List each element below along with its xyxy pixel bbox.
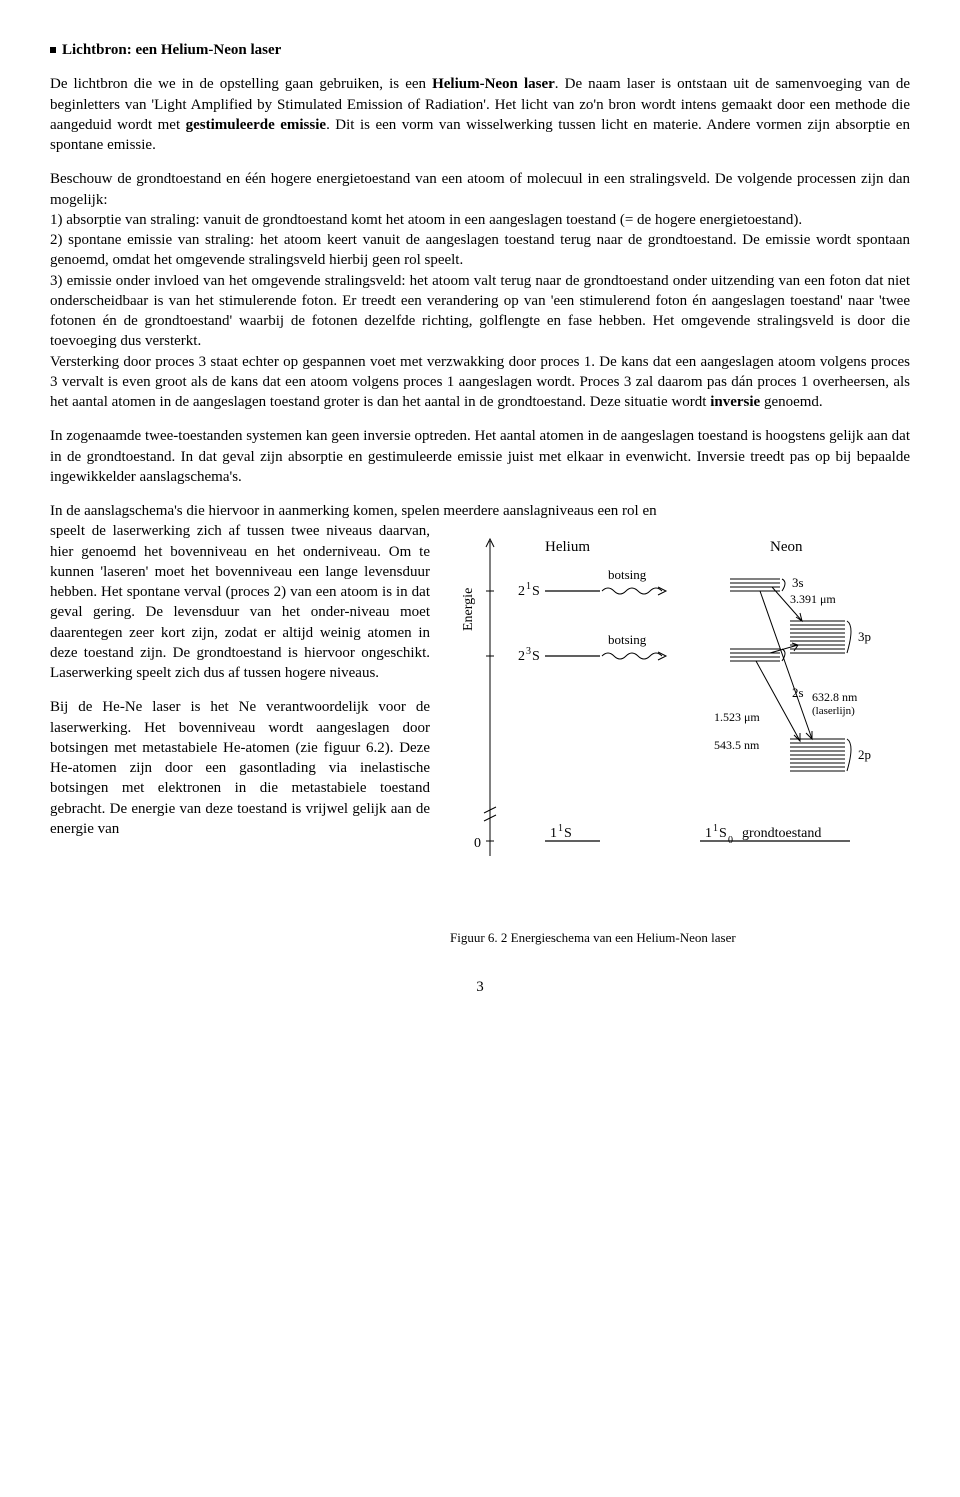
left-para-1: speelt de laserwerking zich af tussen tw… <box>50 521 430 683</box>
right-column: Energie 0 Helium Neon 2 1 S 2 3 <box>450 521 910 947</box>
p1-bold2: gestimuleerde emissie <box>186 117 326 133</box>
paragraph-5: 3) emissie onder invloed van het omgeven… <box>50 271 910 352</box>
svg-text:0: 0 <box>728 835 733 846</box>
svg-text:1: 1 <box>705 826 712 841</box>
section-title: Lichtbron: een Helium-Neon laser <box>50 40 910 60</box>
paragraph-2: Beschouw de grondtoestand en één hogere … <box>50 169 910 210</box>
neon-2s: 2s <box>730 649 804 700</box>
neon-3p: 3p <box>790 621 871 653</box>
svg-text:3s: 3s <box>792 575 804 590</box>
p6-b: genoemd. <box>760 394 822 410</box>
paragraph-8: In de aanslagschema's die hiervoor in aa… <box>50 501 910 521</box>
paragraph-1: De lichtbron die we in de opstelling gaa… <box>50 74 910 155</box>
p1-bold1: Helium-Neon laser <box>432 76 555 92</box>
botsing-1: botsing <box>608 567 647 582</box>
svg-text:S: S <box>532 584 540 599</box>
trans-6328-sub: (laserlijn) <box>812 705 855 717</box>
paragraph-7: In zogenaamde twee-toestanden systemen k… <box>50 426 910 487</box>
svg-text:S: S <box>719 826 727 841</box>
svg-text:1: 1 <box>713 823 718 834</box>
helium-label: Helium <box>545 539 590 555</box>
page-number: 3 <box>50 977 910 997</box>
neon-2p: 2p <box>790 739 871 771</box>
svg-text:3: 3 <box>526 646 531 657</box>
svg-text:1: 1 <box>550 826 557 841</box>
title-text: Lichtbron: een Helium-Neon laser <box>62 42 281 58</box>
svg-text:1: 1 <box>526 581 531 592</box>
p6-bold: inversie <box>710 394 760 410</box>
svg-text:2p: 2p <box>858 747 871 762</box>
svg-text:1: 1 <box>558 823 563 834</box>
zero-label: 0 <box>474 836 481 851</box>
energy-diagram-svg: Energie 0 Helium Neon 2 1 S 2 3 <box>450 521 880 891</box>
left-column: speelt de laserwerking zich af tussen tw… <box>50 521 430 839</box>
trans-6328: 632.8 nm <box>812 690 858 704</box>
paragraph-4: 2) spontane emissie van straling: het at… <box>50 230 910 271</box>
paragraph-3: 1) absorptie van straling: vanuit de gro… <box>50 210 910 230</box>
svg-text:2: 2 <box>518 649 525 664</box>
svg-text:S: S <box>532 649 540 664</box>
ylabel: Energie <box>461 588 476 631</box>
ground-label: grondtoestand <box>742 826 821 841</box>
svg-text:3p: 3p <box>858 629 871 644</box>
p1-a: De lichtbron die we in de opstelling gaa… <box>50 76 432 92</box>
two-column-region: speelt de laserwerking zich af tussen tw… <box>50 521 910 947</box>
trans-1523: 1.523 μm <box>714 710 760 724</box>
paragraph-6: Versterking door proces 3 staat echter o… <box>50 352 910 413</box>
trans-3391: 3.391 μm <box>790 592 836 606</box>
neon-label: Neon <box>770 539 803 555</box>
svg-text:S: S <box>564 826 572 841</box>
botsing-2: botsing <box>608 632 647 647</box>
figure-caption: Figuur 6. 2 Energieschema van een Helium… <box>450 929 910 947</box>
energy-diagram: Energie 0 Helium Neon 2 1 S 2 3 <box>450 521 880 921</box>
neon-3s: 3s <box>730 575 804 591</box>
bullet-icon <box>50 47 56 53</box>
left-para-2: Bij de He-Ne laser is het Ne verantwoord… <box>50 697 430 839</box>
svg-text:2: 2 <box>518 584 525 599</box>
trans-5435: 543.5 nm <box>714 738 760 752</box>
